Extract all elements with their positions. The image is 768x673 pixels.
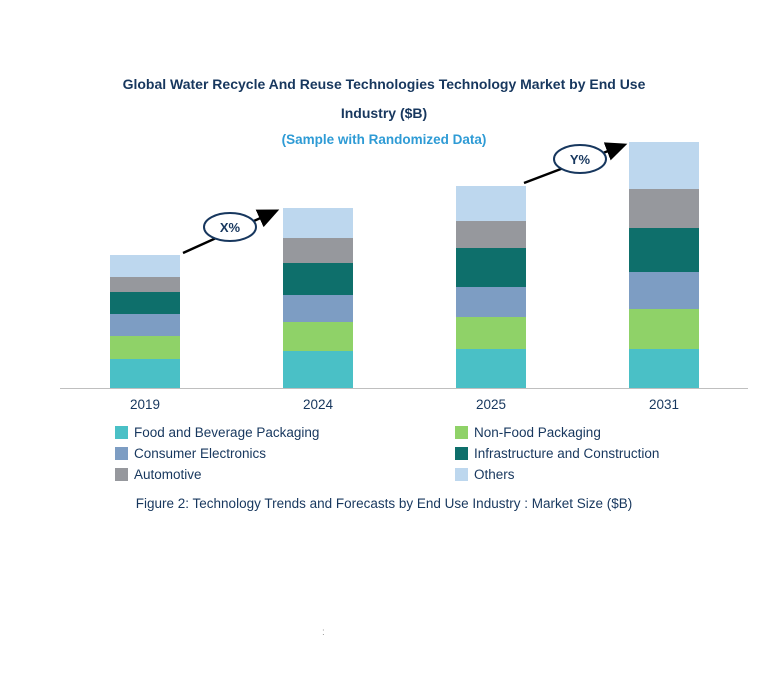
x-tick-2031: 2031 [648,397,680,412]
stray-mark: : [322,627,325,638]
bar-segment-2031-infrastructure-and-construction [629,228,699,273]
legend-swatch-food-and-beverage-packaging [115,425,128,439]
legend-label: Food and Beverage Packaging [134,424,320,440]
x-tick-2019: 2019 [129,397,161,412]
legend-swatch-non-food-packaging [455,425,468,439]
bar-segment-2024-automotive [283,237,353,263]
bar-segment-2025-automotive [456,220,526,248]
bar-segment-2025-non-food-packaging [456,316,526,349]
bar-segment-2024-consumer-electronics [283,294,353,322]
chart-title-line2: Industry ($B) [340,105,428,121]
legend-item-infrastructure-and-construction: Infrastructure and Construction [455,444,659,462]
legend-label: Infrastructure and Construction [474,445,660,461]
legend-label: Non-Food Packaging [474,424,601,440]
legend-swatch-others [455,467,468,481]
bar-2019 [110,255,180,388]
bar-2025 [456,186,526,388]
legend-item-food-and-beverage-packaging: Food and Beverage Packaging [115,423,455,441]
bar-segment-2031-consumer-electronics [629,272,699,310]
bar-segment-2019-infrastructure-and-construction [110,292,180,315]
x-tick-2024: 2024 [302,397,334,412]
x-tick-2025: 2025 [475,397,507,412]
bar-segment-2025-food-and-beverage-packaging [456,348,526,388]
legend-item-others: Others [455,465,659,483]
legend-swatch-infrastructure-and-construction [455,446,468,460]
bar-segment-2031-food-and-beverage-packaging [629,348,699,388]
bar-segment-2019-others [110,255,180,278]
legend-swatch-consumer-electronics [115,446,128,460]
bar-segment-2025-others [456,186,526,221]
legend-swatch-automotive [115,467,128,481]
bar-segment-2024-food-and-beverage-packaging [283,351,353,388]
bar-segment-2024-infrastructure-and-construction [283,262,353,295]
bar-segment-2024-others [283,208,353,238]
chart-subtitle: (Sample with Randomized Data) [281,132,487,147]
bar-2031 [629,141,699,388]
legend-item-non-food-packaging: Non-Food Packaging [455,423,659,441]
legend-label: Consumer Electronics [134,445,267,461]
bar-segment-2019-automotive [110,277,180,293]
chart-title-line1: Global Water Recycle And Reuse Technolog… [122,76,646,92]
bar-segment-2031-others [629,141,699,189]
bar-segment-2019-non-food-packaging [110,336,180,359]
bar-segment-2025-infrastructure-and-construction [456,247,526,288]
bar-segment-2019-food-and-beverage-packaging [110,358,180,388]
bar-segment-2031-automotive [629,188,699,229]
chart-legend: Food and Beverage Packaging Non-Food Pac… [115,423,659,483]
bar-segment-2024-non-food-packaging [283,321,353,352]
legend-label: Others [474,466,515,482]
figure-caption: Figure 2: Technology Trends and Forecast… [135,496,633,511]
legend-label: Automotive [134,466,202,482]
bar-segment-2019-consumer-electronics [110,314,180,337]
legend-item-automotive: Automotive [115,465,455,483]
chart-title: Global Water Recycle And Reuse Technolog… [0,70,768,128]
bar-segment-2025-consumer-electronics [456,287,526,317]
bar-2024 [283,208,353,388]
bar-segment-2031-non-food-packaging [629,309,699,349]
x-axis-line [60,388,748,389]
legend-item-consumer-electronics: Consumer Electronics [115,444,455,462]
